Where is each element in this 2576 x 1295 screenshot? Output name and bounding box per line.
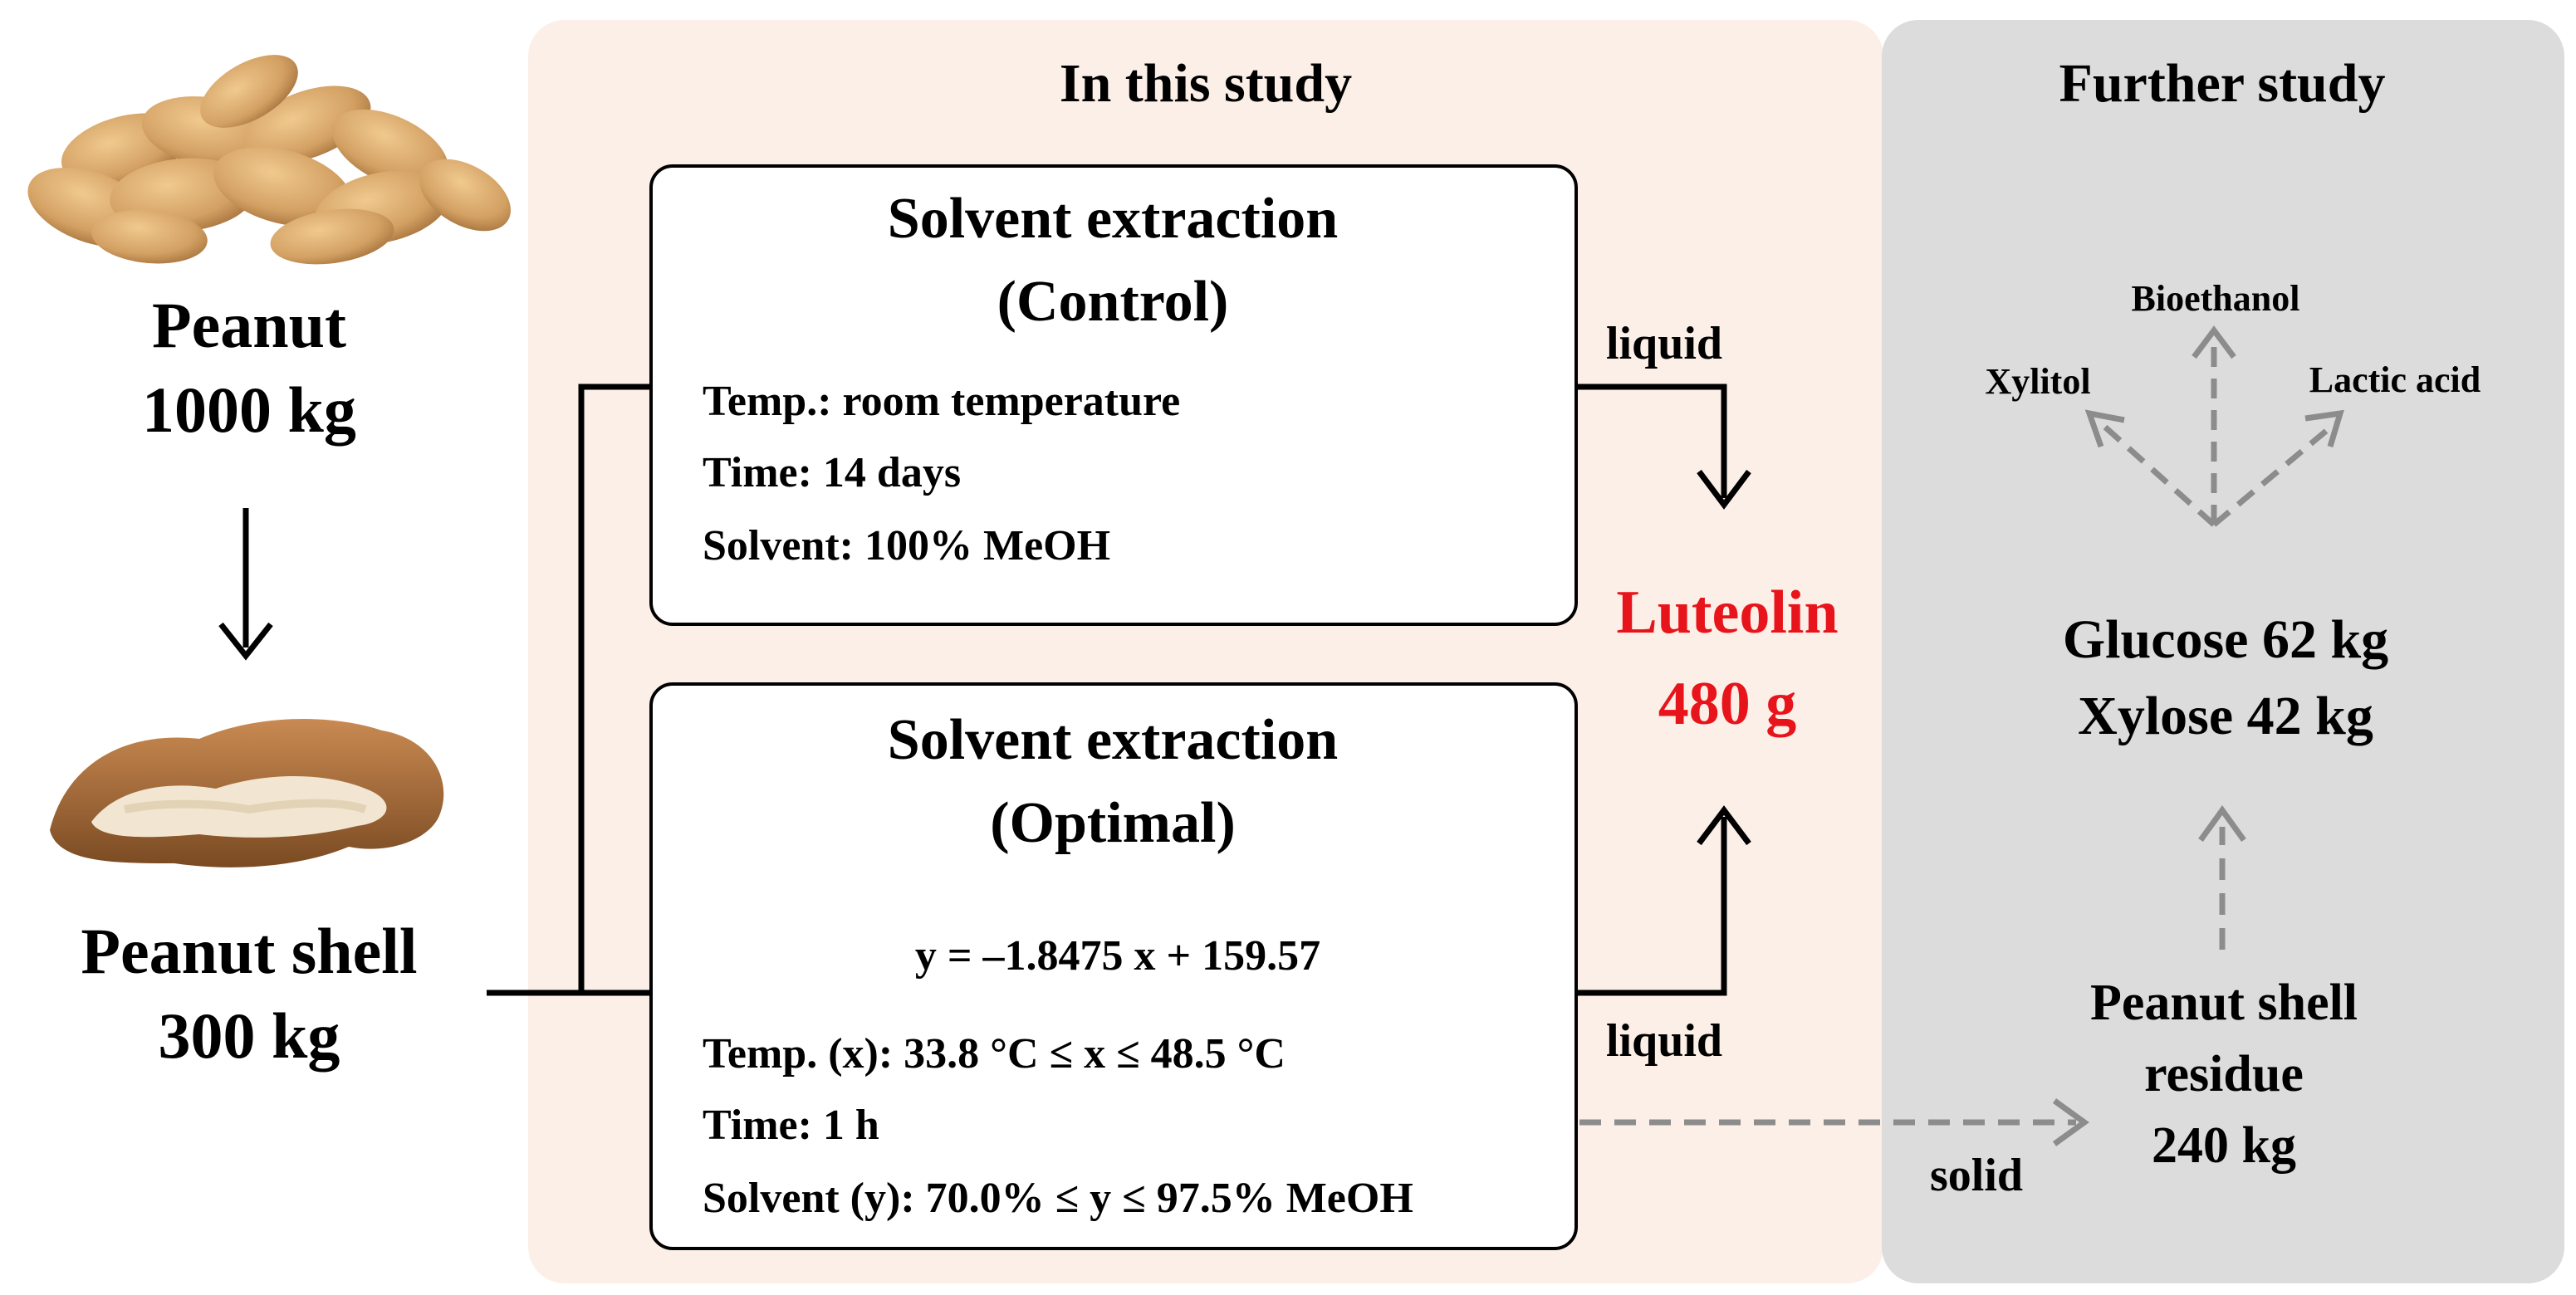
residue-to-sugars-arrow bbox=[2198, 805, 2246, 950]
peanut-pods-image bbox=[27, 55, 511, 265]
luteolin-amount: 480 g bbox=[1658, 670, 1797, 738]
solid-dashed-arrow bbox=[1579, 1098, 2089, 1146]
control-condition-solvent: Solvent: 100% MeOH bbox=[703, 522, 1110, 569]
peanut-to-shell-arrow bbox=[218, 508, 273, 661]
optimal-condition-time: Time: 1 h bbox=[703, 1102, 879, 1149]
liquid-label-bottom: liquid bbox=[1606, 1015, 1722, 1067]
optimal-box-subtitle: (Optimal) bbox=[990, 791, 1236, 855]
solid-label: solid bbox=[1930, 1150, 2023, 1201]
shell-label: Peanut shell bbox=[81, 915, 417, 987]
peanut-label: Peanut bbox=[152, 289, 346, 361]
residue-line-2: residue bbox=[2144, 1046, 2304, 1102]
sugar-glucose: Glucose 62 kg bbox=[2063, 609, 2388, 670]
branch-connector bbox=[487, 384, 651, 996]
optimal-box-title: Solvent extraction bbox=[888, 708, 1338, 772]
further-title: Further study bbox=[2059, 53, 2386, 114]
peanut-amount: 1000 kg bbox=[142, 374, 356, 446]
further-panel bbox=[1882, 20, 2564, 1283]
study-title: In this study bbox=[1060, 53, 1352, 114]
control-condition-time: Time: 14 days bbox=[703, 449, 961, 496]
product-xylitol: Xylitol bbox=[1985, 361, 2090, 402]
optimal-equation: y = –1.8475 x + 159.57 bbox=[915, 932, 1320, 980]
liquid-arrow-top bbox=[1576, 384, 1751, 510]
product-bioethanol: Bioethanol bbox=[2132, 278, 2300, 319]
control-box-title: Solvent extraction bbox=[888, 187, 1338, 251]
peanut-shell-image bbox=[50, 719, 444, 867]
liquid-label-top: liquid bbox=[1606, 318, 1722, 369]
control-condition-temp: Temp.: room temperature bbox=[703, 378, 1180, 425]
liquid-arrow-bottom bbox=[1576, 805, 1751, 996]
luteolin-label: Luteolin bbox=[1616, 579, 1838, 647]
optimal-condition-temp: Temp. (x): 33.8 °C ≤ x ≤ 48.5 °C bbox=[703, 1030, 1286, 1078]
optimal-condition-solvent: Solvent (y): 70.0% ≤ y ≤ 97.5% MeOH bbox=[703, 1175, 1413, 1222]
sugar-xylose: Xylose 42 kg bbox=[2078, 686, 2373, 746]
residue-line-1: Peanut shell bbox=[2090, 975, 2358, 1031]
shell-amount: 300 kg bbox=[159, 999, 340, 1072]
sugars-to-products-arrows bbox=[2084, 325, 2344, 527]
product-lactic-acid: Lactic acid bbox=[2309, 359, 2481, 400]
residue-line-3: 240 kg bbox=[2152, 1117, 2296, 1174]
optimal-box bbox=[649, 682, 1578, 1250]
control-box bbox=[649, 164, 1578, 626]
control-box-subtitle: (Control) bbox=[997, 270, 1229, 334]
